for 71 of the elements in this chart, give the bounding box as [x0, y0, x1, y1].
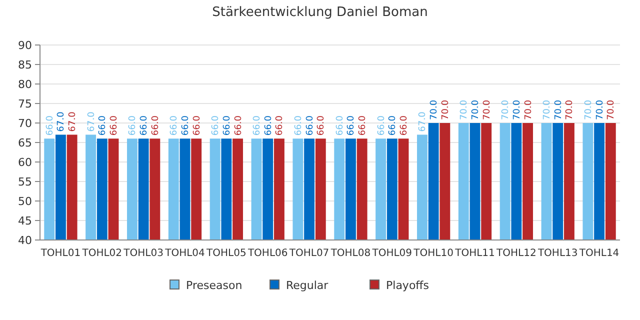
legend-label: Preseason	[186, 278, 242, 292]
data-label: 67.0	[418, 111, 428, 132]
x-tick-label: TOHL14	[578, 248, 620, 259]
data-label: 66.0	[275, 115, 286, 136]
y-tick-label: 65	[18, 136, 32, 150]
data-label: 66.0	[376, 115, 387, 136]
x-tick-label: TOHL01	[40, 248, 81, 259]
data-label: 66.0	[128, 115, 138, 136]
data-label: 66.0	[211, 115, 222, 136]
data-label: 70.0	[565, 100, 576, 120]
data-label: 66.0	[252, 115, 263, 136]
legend-label: Regular	[286, 278, 329, 292]
data-label: 66.0	[316, 115, 327, 136]
data-label: 66.0	[294, 115, 304, 136]
data-label: 66.0	[264, 115, 274, 136]
data-label: 70.0	[524, 100, 534, 120]
x-tick-label: TOHL10	[412, 248, 454, 259]
y-tick-label: 85	[18, 58, 32, 72]
data-label: 70.0	[512, 100, 522, 120]
data-label: 67.0	[56, 111, 67, 132]
data-label: 67.0	[68, 111, 78, 132]
data-label: 66.0	[222, 115, 232, 136]
legend-label: Playoffs	[386, 278, 430, 292]
data-label: 66.0	[346, 115, 357, 136]
data-label: 70.0	[440, 100, 451, 120]
data-label: 66.0	[150, 115, 161, 136]
data-label: 70.0	[471, 100, 481, 120]
data-label: 67.0	[86, 111, 97, 132]
data-label: 70.0	[595, 100, 606, 120]
y-tick-label: 70	[18, 116, 32, 130]
x-tick-label: TOHL13	[536, 248, 578, 259]
y-tick-label: 60	[18, 156, 32, 169]
x-tick-label: TOHL11	[454, 248, 495, 259]
y-tick-label: 40	[18, 234, 32, 247]
data-label: 66.0	[399, 115, 410, 136]
x-tick-label: TOHL06	[246, 248, 288, 259]
data-label: 66.0	[234, 115, 244, 136]
y-tick-label: 45	[18, 214, 32, 228]
data-label: 70.0	[501, 100, 512, 120]
data-label: 66.0	[170, 115, 180, 136]
x-tick-label: TOHL02	[81, 248, 122, 259]
y-tick-label: 75	[18, 97, 32, 110]
data-label: 70.0	[482, 100, 492, 120]
data-label: 66.0	[98, 115, 108, 136]
data-label: 66.0	[388, 115, 398, 136]
x-tick-label: TOHL03	[122, 248, 164, 259]
data-label: 70.0	[430, 100, 440, 120]
data-label: 70.0	[606, 100, 617, 120]
data-label: 66.0	[192, 115, 202, 136]
data-label: 66.0	[109, 115, 120, 136]
x-tick-label: TOHL05	[206, 248, 246, 259]
y-tick-label: 90	[18, 38, 32, 52]
x-tick-label: TOHL09	[371, 248, 412, 259]
y-tick-label: 50	[18, 194, 32, 208]
chart-title: Stärkeentwicklung Daniel Boman	[212, 5, 428, 20]
data-label: 70.0	[542, 100, 553, 120]
data-label: 66.0	[305, 115, 316, 136]
data-label: 66.0	[335, 115, 346, 136]
data-label: 66.0	[45, 115, 56, 136]
data-label: 66.0	[358, 115, 368, 136]
y-tick-label: 80	[18, 78, 32, 91]
y-tick-label: 55	[18, 175, 32, 188]
x-tick-label: TOHL12	[496, 248, 536, 259]
x-tick-label: TOHL04	[164, 248, 205, 259]
x-tick-label: TOHL08	[330, 248, 371, 259]
data-label: 70.0	[554, 100, 564, 120]
data-label: 70.0	[460, 100, 470, 120]
x-tick-label: TOHL07	[288, 248, 330, 259]
data-label: 66.0	[181, 115, 191, 136]
data-label: 70.0	[584, 100, 594, 120]
data-label: 66.0	[140, 115, 150, 136]
